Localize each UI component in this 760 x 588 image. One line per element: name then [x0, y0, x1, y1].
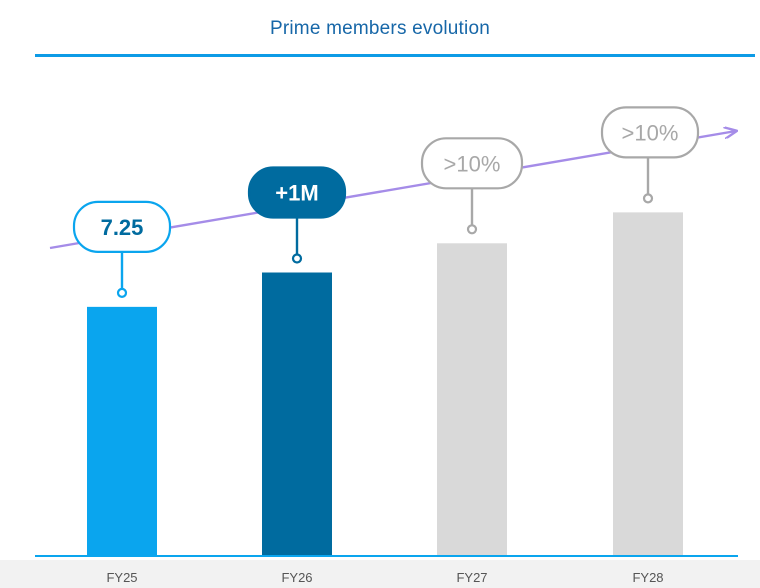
data-label-fy26: +1M [275, 181, 318, 206]
callouts-group: 7.25 +1M >10% >10% [72, 106, 700, 298]
bar-fy26 [262, 272, 332, 556]
tick-label-fy26: FY26 [281, 570, 312, 585]
chart-title: Prime members evolution [269, 18, 490, 39]
data-label-fy27: >10% [444, 151, 501, 176]
tick-label-fy27: FY27 [456, 570, 487, 585]
bars-group [87, 212, 683, 557]
data-label-fy28: >10% [622, 120, 679, 145]
callout-pill-fy25 [72, 200, 172, 253]
callout-pill-fy28 [600, 106, 700, 159]
tick-label-fy25: FY25 [106, 570, 137, 585]
callout-anchor-dot-fy28 [642, 193, 654, 204]
title-divider [35, 54, 755, 57]
bar-fy28 [613, 212, 683, 556]
callout-pill-fy27 [420, 137, 524, 190]
bar-fy25 [87, 306, 157, 556]
callout-anchor-dot-fy25 [116, 287, 128, 298]
tick-labels-group: FY25 FY26 FY27 FY28 [106, 570, 663, 585]
data-label-fy25: 7.25 [101, 215, 144, 240]
callout-anchor-dot-fy26 [291, 253, 303, 264]
bar-fy27 [437, 243, 507, 557]
callout-anchor-dot-fy27 [466, 224, 478, 235]
footer-band [0, 560, 760, 588]
tick-label-fy28: FY28 [632, 570, 663, 585]
callout-pill-fy26 [247, 166, 347, 219]
